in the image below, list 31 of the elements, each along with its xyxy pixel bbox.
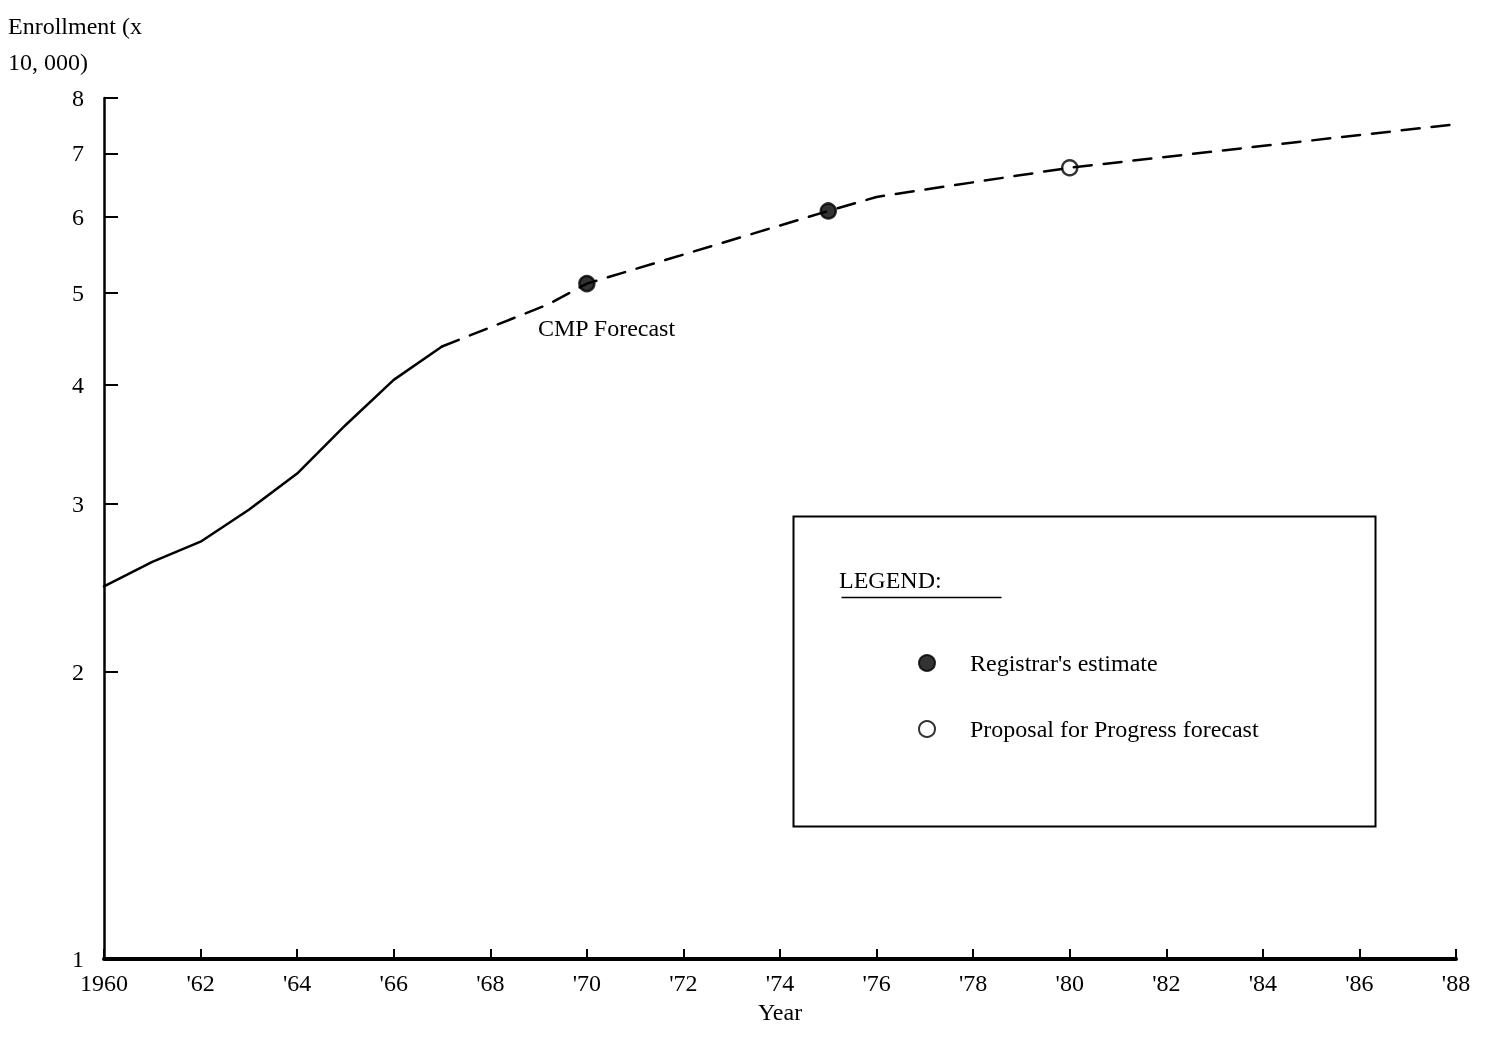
legend-title: LEGEND: [839, 567, 942, 593]
y-tick-label: 5 [72, 279, 84, 306]
x-tick-label: '68 [476, 970, 505, 997]
point [819, 202, 838, 220]
y-tick-label: 3 [72, 491, 84, 518]
y-tick-label: 6 [72, 204, 84, 231]
x-tick-label: '88 [1441, 970, 1471, 997]
x-tick-label: '76 [862, 970, 891, 997]
x-axis-title: Year [757, 999, 803, 1025]
x-tick-label: '62 [186, 970, 215, 997]
x-tick-label: '70 [572, 970, 602, 997]
x-tick-label: '64 [282, 970, 312, 997]
legend-label: Registrar's estimate [970, 650, 1158, 676]
x-tick-label: '80 [1055, 970, 1084, 997]
x-tick-label: '74 [765, 970, 795, 997]
x-tick-label: '66 [379, 970, 408, 997]
x-tick-label: 1960 [80, 970, 128, 997]
y-tick-label: 8 [72, 85, 84, 111]
legend-label: Proposal for Progress forecast [970, 716, 1259, 742]
annotation: CMP Forecast [538, 315, 676, 341]
y-axis-title: Enrollment (x 10, 000) [8, 13, 148, 75]
y-tick-label: 1 [72, 946, 84, 973]
y-tick-label: 7 [72, 140, 84, 167]
y-tick-label: 4 [72, 372, 84, 399]
x-tick-label: '82 [1152, 970, 1181, 997]
x-tick-label: '78 [958, 970, 988, 997]
x-tick-label: '72 [669, 970, 698, 997]
y-tick-label: 2 [72, 659, 84, 686]
x-tick-label: '86 [1345, 970, 1374, 997]
point [1060, 159, 1079, 177]
x-tick-label: '84 [1248, 970, 1278, 997]
